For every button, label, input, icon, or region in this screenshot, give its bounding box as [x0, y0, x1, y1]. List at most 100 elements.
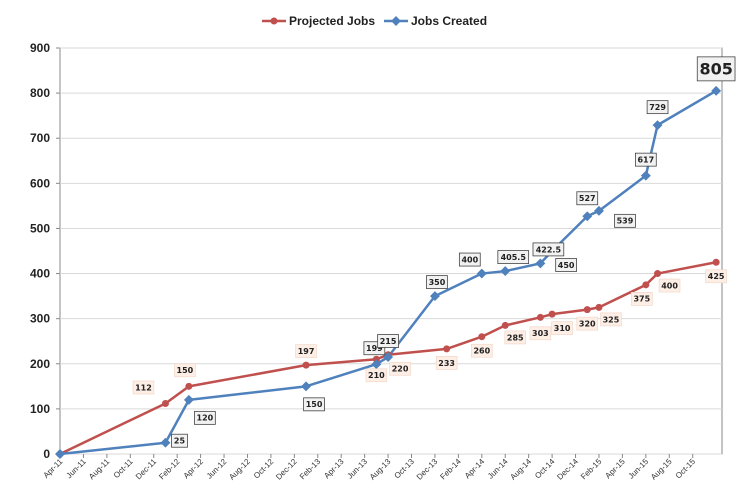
y-tick-label: 300: [30, 312, 50, 326]
data-point: [161, 399, 169, 407]
y-tick-label: 0: [43, 447, 50, 461]
data-label-box: [132, 380, 155, 395]
data-point: [548, 310, 556, 318]
data-label: 729: [646, 100, 669, 115]
data-label-box: [631, 292, 653, 306]
data-label-box: [497, 250, 530, 264]
data-label-text: 400: [461, 255, 478, 264]
series-lines: [59, 89, 717, 456]
data-label: 539: [614, 213, 636, 228]
data-label-text: 285: [507, 333, 524, 342]
data-point: [654, 270, 662, 278]
plot-border: [59, 47, 723, 455]
data-point: [429, 291, 440, 302]
data-point: [595, 303, 603, 311]
data-label-text: 150: [306, 400, 323, 409]
data-label-text: 215: [380, 337, 397, 346]
data-label: 400: [458, 252, 481, 267]
data-label: 120: [194, 410, 216, 425]
data-label-box: [303, 397, 325, 412]
legend: Projected Jobs Jobs Created: [262, 14, 487, 28]
data-label-text: 617: [637, 156, 654, 165]
data-label-text: 539: [617, 217, 634, 226]
data-label: 112: [132, 380, 155, 395]
data-label-text: 199: [366, 344, 383, 353]
data-label-box: [458, 252, 481, 267]
data-label-box: [658, 278, 681, 293]
data-point: [302, 361, 310, 369]
data-point: [476, 268, 487, 279]
data-point: [301, 381, 312, 392]
data-label-box: [635, 152, 657, 167]
data-label: 400: [658, 278, 681, 293]
plot-area: [59, 47, 723, 455]
data-label: 450: [555, 258, 577, 272]
data-point: [652, 120, 663, 131]
data-point: [443, 345, 451, 353]
data-label: 25: [171, 433, 188, 448]
data-label-text: 450: [558, 261, 575, 270]
data-label-box: [646, 100, 669, 115]
data-label-box: [471, 343, 493, 358]
data-label: 617: [635, 152, 657, 167]
series-markers: [55, 85, 722, 459]
data-label-text: 197: [298, 347, 315, 356]
data-label: 197: [295, 344, 317, 358]
data-label-text: 260: [473, 347, 490, 356]
y-tick-label: 700: [30, 131, 50, 145]
data-point: [582, 211, 593, 222]
data-label-text: 425: [708, 272, 725, 281]
data-label: 310: [551, 321, 573, 335]
data-label-text: 422.5: [536, 245, 562, 254]
data-point: [712, 258, 720, 266]
data-point: [535, 258, 546, 269]
data-point: [500, 266, 511, 277]
data-label: 405.5: [497, 250, 530, 264]
data-point: [371, 359, 382, 370]
data-label-box: [529, 326, 552, 341]
legend-swatch-marker: [270, 17, 278, 25]
y-tick-label: 600: [30, 176, 50, 190]
y-tick-label: 900: [30, 41, 50, 55]
data-label-text: 405.5: [501, 253, 527, 262]
data-label-box: [551, 321, 573, 335]
data-label: 325: [600, 312, 622, 327]
data-label-text: 400: [661, 281, 678, 290]
data-label: 303: [529, 326, 552, 341]
data-label-box: [614, 213, 636, 228]
data-label: 320: [576, 316, 598, 331]
data-point: [160, 437, 171, 448]
data-label-text: 320: [579, 320, 596, 329]
data-point: [640, 170, 651, 181]
data-label: 805: [696, 56, 736, 82]
data-label: 150: [174, 363, 196, 378]
data-label-box: [696, 56, 736, 82]
data-label: 285: [504, 330, 526, 345]
data-point: [183, 394, 194, 405]
data-point: [478, 333, 486, 341]
y-axis: 0 100 200 300 400 500 600 700 800 900: [30, 41, 60, 461]
data-label: 220: [389, 361, 411, 376]
data-label-text: 150: [177, 366, 194, 375]
data-label-text: 527: [579, 194, 596, 203]
data-label-text: 729: [649, 103, 666, 112]
data-label-box: [532, 242, 565, 257]
data-label: 350: [426, 275, 448, 290]
data-point: [372, 355, 380, 363]
data-label-box: [365, 368, 388, 383]
legend-item-projected-jobs: Projected Jobs: [262, 14, 375, 28]
data-label-text: 805: [699, 60, 732, 79]
data-label-box: [295, 344, 317, 358]
data-label: 527: [576, 191, 599, 206]
data-label: 375: [631, 292, 653, 306]
data-label: 210: [365, 368, 388, 383]
data-label: 260: [471, 343, 493, 358]
data-label-box: [705, 269, 727, 284]
data-label-box: [194, 410, 216, 425]
data-label-text: 233: [438, 359, 455, 368]
data-label-text: 350: [429, 278, 446, 287]
data-label-text: 120: [197, 414, 214, 423]
data-point: [711, 85, 722, 96]
data-label-box: [171, 433, 188, 448]
